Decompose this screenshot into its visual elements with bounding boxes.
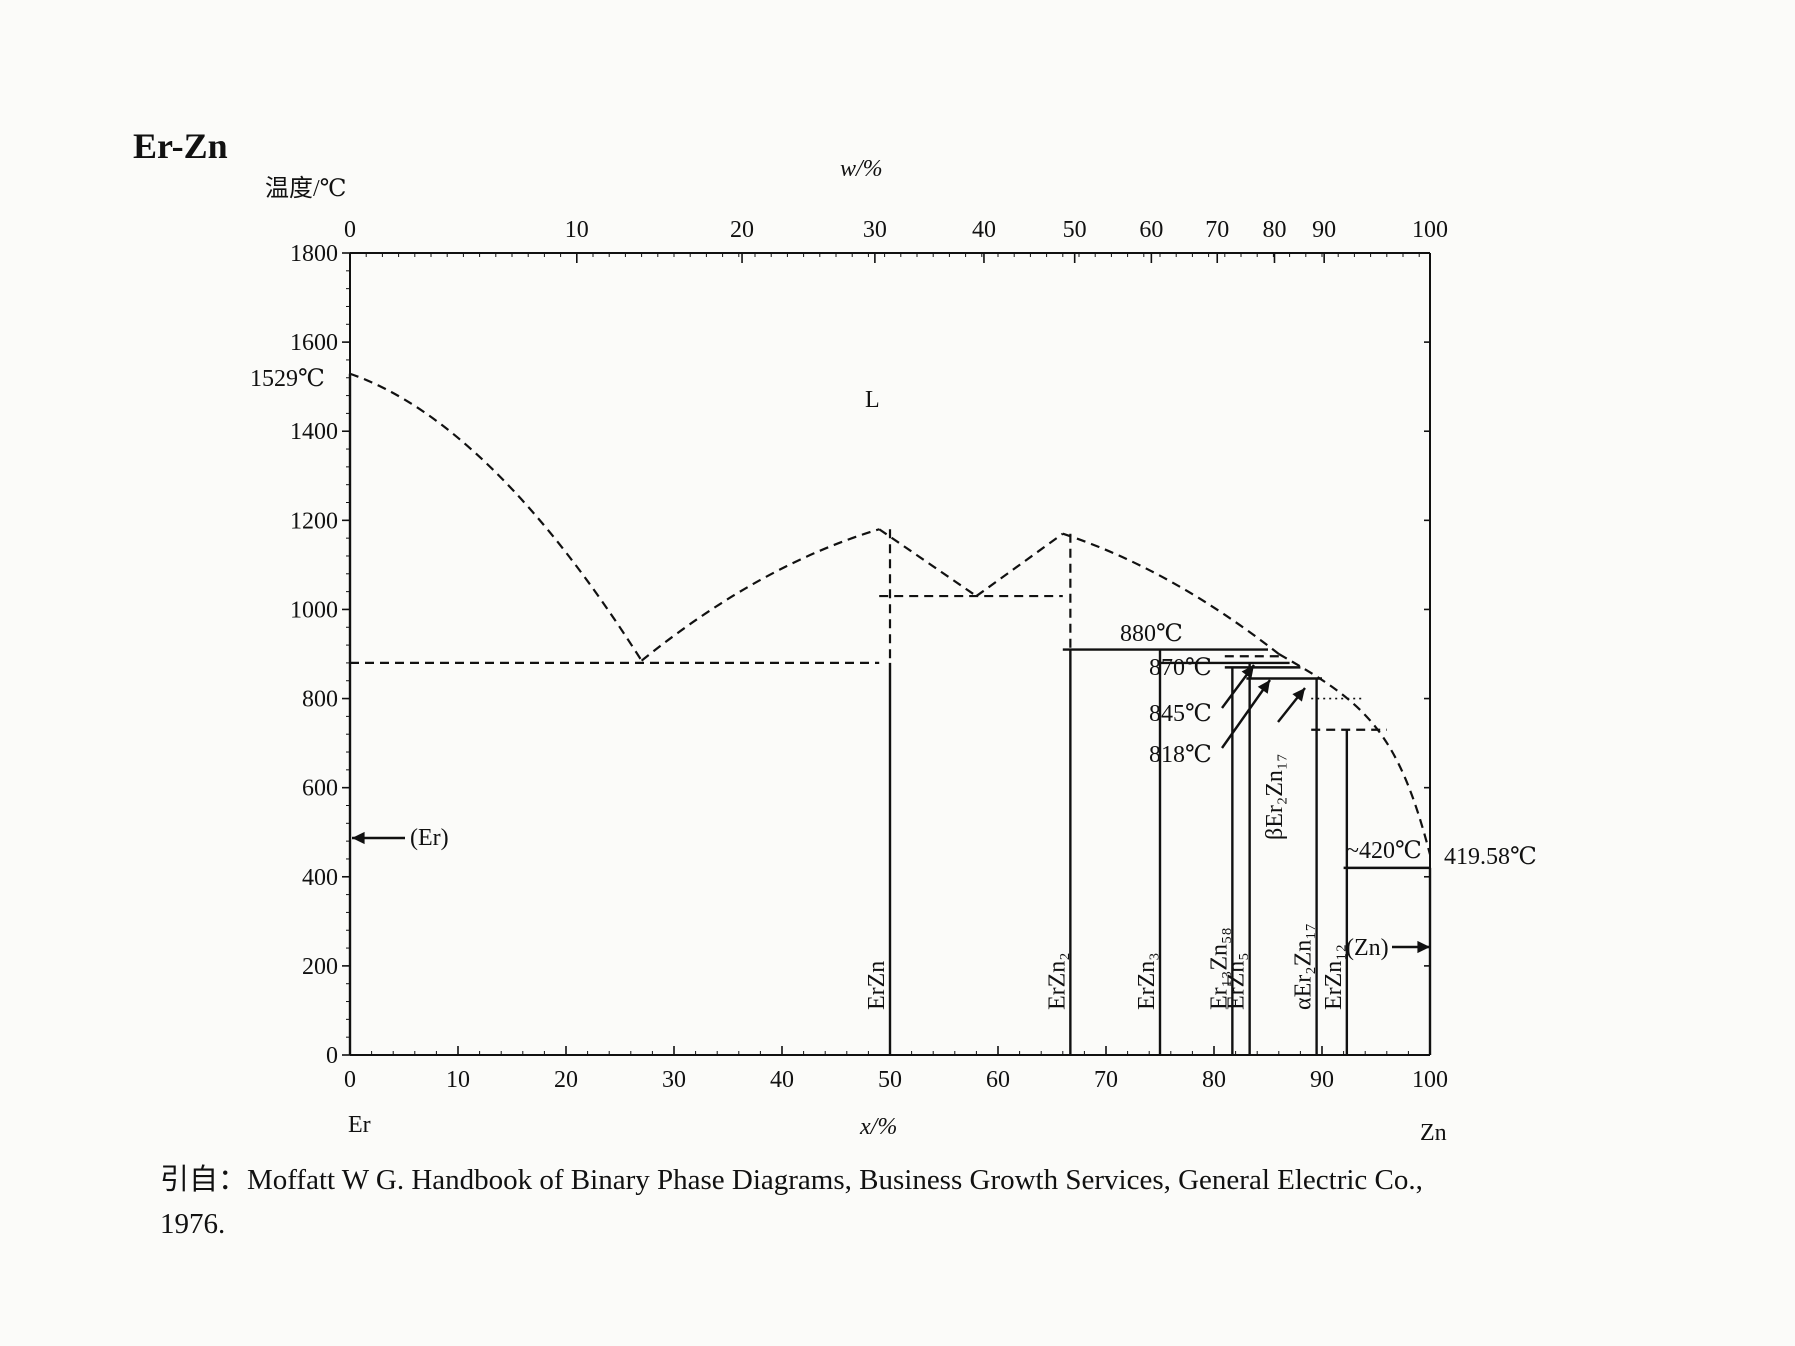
zn-phase-label: (Zn): [1346, 935, 1389, 961]
arrow-818-head: [1257, 680, 1270, 694]
compound-label: αEr₂Zn₁₇: [1291, 923, 1317, 1010]
w-tick-label: 90: [1312, 217, 1336, 243]
x-tick-label: 10: [446, 1067, 470, 1093]
citation: 引自：Moffatt W G. Handbook of Binary Phase…: [160, 1158, 1660, 1246]
w-tick-label: 50: [1063, 217, 1087, 243]
w-tick-label: 20: [730, 217, 754, 243]
x-tick-label: 70: [1094, 1067, 1118, 1093]
x-tick-label: 90: [1310, 1067, 1334, 1093]
x-tick-label: 20: [554, 1067, 578, 1093]
liquidus-curve: [640, 528, 880, 662]
x-tick-label: 40: [770, 1067, 794, 1093]
right-element-label: Zn: [1420, 1120, 1447, 1146]
x-tick-label: 30: [662, 1067, 686, 1093]
temp-annotation: ~420℃: [1346, 838, 1422, 864]
compound-label: ErZn: [864, 961, 890, 1010]
citation-line-2: 1976.: [160, 1208, 226, 1240]
er-phase-arrow-head: [352, 831, 365, 845]
compound-label: ErZn₅: [1224, 952, 1250, 1010]
w-tick-label: 100: [1412, 217, 1448, 243]
x-tick-label: 80: [1202, 1067, 1226, 1093]
liquidus-curve: [349, 372, 643, 662]
diagram-lines: [348, 372, 1432, 1055]
y-tick-label: 1600: [290, 330, 338, 356]
w-tick-label: 0: [344, 217, 356, 243]
compound-label: ErZn₃: [1134, 952, 1160, 1010]
compound-label: ErZn₂: [1044, 952, 1070, 1010]
w-tick-label: 40: [972, 217, 996, 243]
citation-line-1: 引自：Moffatt W G. Handbook of Binary Phase…: [160, 1164, 1423, 1196]
diagram-labels: Er-Zn 温度/℃ w/% x/% Er Zn L 1529℃ 419.58℃…: [133, 126, 1537, 1146]
er-phase-label: (Er): [410, 825, 449, 851]
beta-er2zn17-label: βEr₂Zn₁₇: [1262, 753, 1288, 840]
arrow-818: [1221, 679, 1271, 749]
w-tick-label: 10: [565, 217, 589, 243]
arrow-beta-head: [1292, 688, 1305, 702]
zn-phase-arrow-head: [1417, 940, 1430, 954]
compound-label: Er₁₃Zn₅₈: [1206, 927, 1232, 1010]
y-tick-label: 800: [302, 687, 338, 713]
arrow-870-head: [1241, 665, 1254, 679]
y-tick-label: 400: [302, 865, 338, 891]
y-tick-label: 1400: [290, 419, 338, 445]
y-tick-label: 200: [302, 954, 338, 980]
chart-title: Er-Zn: [133, 126, 228, 166]
x-tick-label: 0: [344, 1067, 356, 1093]
liquidus-curve: [1278, 653, 1432, 855]
liquidus-curve: [878, 528, 978, 597]
y-tick-label: 600: [302, 776, 338, 802]
x-tick-label: 100: [1412, 1067, 1448, 1093]
liquidus-curve: [975, 532, 1064, 597]
y-tick-label: 1800: [290, 241, 338, 267]
w-tick-label: 30: [863, 217, 887, 243]
x-axis-label: x/%: [859, 1114, 897, 1140]
liquidus-curve: [1062, 532, 1280, 655]
er-melting-point-label: 1529℃: [250, 366, 325, 392]
x2-axis-label: w/%: [840, 156, 883, 182]
y-tick-label: 1200: [290, 508, 338, 534]
temp-annotation: 818℃: [1149, 742, 1212, 768]
y-tick-label: 1000: [290, 597, 338, 623]
y-axis-label: 温度/℃: [265, 175, 347, 202]
w-tick-label: 60: [1139, 217, 1163, 243]
x-tick-label: 60: [986, 1067, 1010, 1093]
zn-melting-point-label: 419.58℃: [1444, 844, 1537, 870]
temp-annotation: 880℃: [1120, 621, 1183, 647]
left-element-label: Er: [348, 1112, 371, 1138]
compound-label: ErZn₁₂: [1321, 944, 1347, 1010]
y-tick-label: 0: [326, 1043, 338, 1069]
w-tick-label: 70: [1205, 217, 1229, 243]
w-tick-label: 80: [1262, 217, 1286, 243]
temp-annotation: 845℃: [1149, 701, 1212, 727]
x-tick-label: 50: [878, 1067, 902, 1093]
liquid-region-label: L: [865, 387, 880, 413]
temp-annotation: 870℃: [1149, 655, 1212, 681]
